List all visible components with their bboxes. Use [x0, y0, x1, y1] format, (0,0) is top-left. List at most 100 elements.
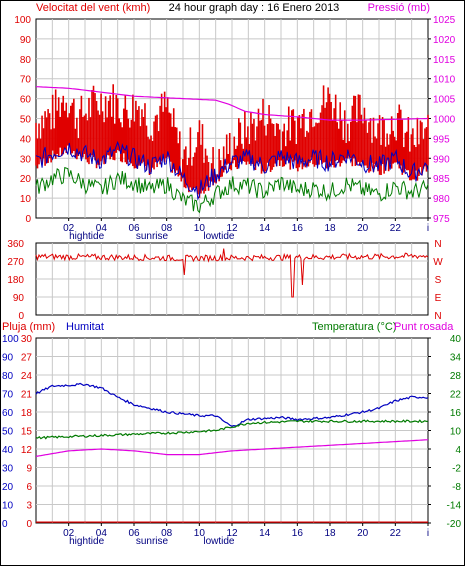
humidity-y-tick-label: 40 [2, 445, 14, 456]
pressure-y-tick-label: 1025 [433, 15, 456, 26]
humidity-panel-x-marker-lowtide: lowtide [203, 536, 235, 547]
pressure-y-tick-label: 1010 [433, 75, 456, 86]
humidity-line [35, 382, 429, 427]
humidity-y-tick-label: 50 [2, 427, 14, 438]
humidity-panel-x-tick-label: 18 [324, 528, 336, 539]
wind-pressure-panel: 0102030405060708090100975980985990995100… [14, 15, 455, 242]
wind-average-line [35, 140, 429, 201]
wind-panel-x-marker-lowtide: lowtide [203, 231, 235, 242]
wind-panel-x-tick-label: 16 [292, 223, 304, 234]
wind-panel-x-tick-label: 12 [226, 223, 238, 234]
temperature-y-tick-label: 16 [450, 408, 462, 419]
humidity-panel-x-tick-label: 06 [128, 528, 140, 539]
dewpoint-line [35, 439, 428, 457]
humidity-y-tick-label: 60 [2, 408, 14, 419]
wind-y-tick-label: 0 [25, 214, 31, 225]
direction-compass-letter: S [435, 275, 442, 286]
pressure-y-tick-label: 980 [433, 194, 450, 205]
wind-y-tick-label: 10 [20, 194, 32, 205]
wind-panel-x-tick-label: 18 [324, 223, 336, 234]
rain-y-tick-label: 0 [26, 519, 32, 530]
pressure-y-tick-label: 990 [433, 154, 450, 165]
humidity-panel-x-tick-label: 02 [63, 528, 75, 539]
humidity-y-tick-label: 30 [2, 464, 14, 475]
wind-direction-line [35, 248, 429, 298]
pressure-y-tick-label: 1015 [433, 55, 456, 66]
humidity-panel-x-tick-label: i [427, 528, 429, 539]
humidity-y-tick-label: 70 [2, 390, 14, 401]
temperature-axis-title: Temperatura (°C) [312, 321, 396, 333]
temperature-y-tick-label: -14 [447, 501, 462, 512]
rain-y-tick-label: 24 [21, 371, 33, 382]
pressure-line [35, 86, 429, 121]
rain-y-tick-label: 6 [26, 482, 32, 493]
wind-y-tick-label: 100 [14, 15, 31, 26]
humidity-y-tick-label: 90 [2, 353, 14, 364]
temperature-y-tick-label: -2 [452, 464, 461, 475]
humidity-panel-x-tick-label: 22 [390, 528, 402, 539]
wind-y-tick-label: 20 [20, 174, 32, 185]
humidity-temperature-panel: 0 10 20 30 40 50 60 70 80 90 100 0 3 6 9 12 15 18 21 24 27 30… [2, 334, 461, 547]
direction-compass-letter: N [434, 311, 441, 322]
humidity-panel-x-tick-label: 14 [259, 528, 271, 539]
humidity-panel-x-tick-label: 16 [292, 528, 304, 539]
wind-panel-x-marker-sunrise: sunrise [136, 231, 169, 242]
rain-y-tick-label: 15 [21, 427, 33, 438]
rain-y-tick-label: 21 [21, 390, 33, 401]
temperature-y-tick-label: 34 [450, 353, 462, 364]
pressure-y-tick-label: 1020 [433, 35, 456, 46]
wind-panel-x-tick-label: 06 [128, 223, 140, 234]
wind-axis-title: Velocitat del vent (kmh) [36, 2, 150, 14]
rain-y-tick-label: 30 [21, 334, 33, 345]
wind-y-tick-label: 90 [20, 35, 32, 46]
temperature-y-tick-label: -8 [452, 482, 461, 493]
humidity-panel-x-tick-label: 12 [226, 528, 238, 539]
humidity-y-tick-label: 10 [2, 501, 14, 512]
direction-y-tick-label: 0 [18, 311, 24, 322]
temperature-y-tick-label: 40 [450, 334, 462, 345]
humidity-panel-x-tick-label: 08 [161, 528, 173, 539]
wind-panel-x-tick-label: i [427, 223, 429, 234]
rain-axis-title: Pluja (mm) [2, 321, 55, 333]
wind-y-tick-label: 50 [20, 115, 32, 126]
wind-panel-x-tick-label: 22 [390, 223, 402, 234]
pressure-axis-title: Pressió (mb) [368, 2, 430, 14]
wind-panel-x-tick-label: 10 [194, 223, 206, 234]
humidity-y-tick-label: 100 [2, 334, 19, 345]
humidity-axis-title: Humitat [66, 321, 104, 333]
direction-y-tick-label: 360 [7, 239, 24, 250]
direction-y-tick-label: 270 [7, 257, 24, 268]
temperature-y-tick-label: 4 [455, 445, 461, 456]
rain-y-tick-label: 3 [26, 501, 32, 512]
pressure-y-tick-label: 1000 [433, 115, 456, 126]
wind-panel-x-tick-label: 04 [96, 223, 108, 234]
temperature-y-tick-label: 10 [450, 427, 462, 438]
dewpoint-axis-title: Punt rosada [394, 321, 454, 333]
wind-y-tick-label: 60 [20, 95, 32, 106]
wind-panel-x-tick-label: 02 [63, 223, 75, 234]
direction-compass-letter: N [434, 239, 441, 250]
wind-y-tick-label: 80 [20, 55, 32, 66]
wind-panel-x-tick-label: 20 [357, 223, 369, 234]
humidity-panel-x-marker-sunrise: sunrise [136, 536, 169, 547]
chart-title: 24 hour graph day : 16 Enero 2013 [169, 2, 340, 14]
wind-panel-x-tick-label: 14 [259, 223, 271, 234]
humidity-y-tick-label: 20 [2, 482, 14, 493]
direction-y-tick-label: 180 [7, 275, 24, 286]
temperature-line [35, 419, 429, 440]
rain-y-tick-label: 12 [21, 445, 33, 456]
rain-y-tick-label: 18 [21, 408, 33, 419]
wind-y-tick-label: 30 [20, 154, 32, 165]
pressure-y-tick-label: 985 [433, 174, 450, 185]
temperature-y-tick-label: 22 [450, 390, 462, 401]
temperature-y-tick-label: 28 [450, 371, 462, 382]
rain-y-tick-label: 27 [21, 353, 33, 364]
wind-y-tick-label: 70 [20, 75, 32, 86]
humidity-y-tick-label: 0 [2, 519, 8, 530]
pressure-y-tick-label: 975 [433, 214, 450, 225]
rain-y-tick-label: 9 [26, 464, 32, 475]
wind-lull-line [35, 166, 429, 214]
